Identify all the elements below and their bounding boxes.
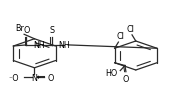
- Text: +: +: [35, 74, 40, 79]
- Text: HO: HO: [105, 69, 118, 78]
- Text: O: O: [47, 73, 54, 82]
- Text: Cl: Cl: [126, 24, 134, 33]
- Text: Br: Br: [15, 24, 24, 33]
- Text: O: O: [123, 75, 129, 84]
- Text: N: N: [32, 73, 37, 82]
- Text: O: O: [23, 26, 30, 35]
- Text: NH: NH: [33, 41, 45, 50]
- Text: Cl: Cl: [116, 32, 124, 41]
- Text: NH: NH: [58, 41, 70, 50]
- Text: ⁻O: ⁻O: [9, 73, 19, 82]
- Text: S: S: [49, 26, 54, 35]
